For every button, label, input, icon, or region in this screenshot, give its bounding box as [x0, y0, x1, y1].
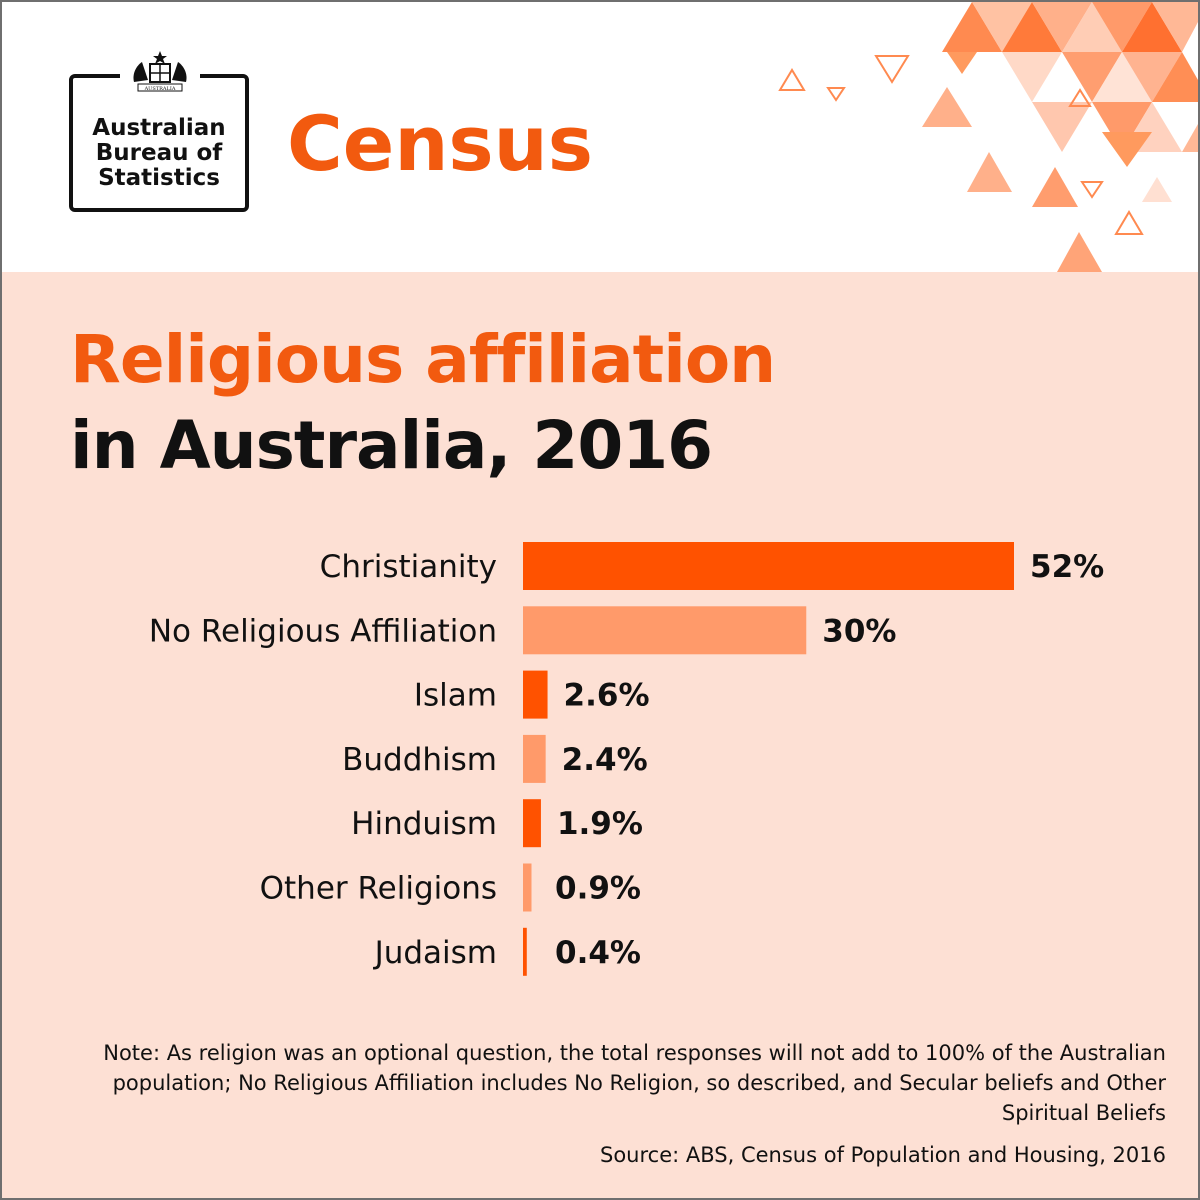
bar-chart: Christianity 52% No Religious Affiliation 3… [149, 542, 1104, 976]
category-label: No Religious Affiliation [149, 613, 497, 649]
category-label: Hinduism [351, 806, 497, 842]
value-label: 0.9% [555, 871, 641, 907]
value-label: 30% [822, 613, 896, 649]
bar [523, 927, 527, 976]
value-label: 0.4% [555, 935, 641, 971]
chart-title-line1: Religious affiliation [70, 321, 776, 398]
header-banner: AUSTRALIA Australian Bureau of Statistic… [2, 2, 1198, 272]
bar [523, 542, 1014, 590]
bar [523, 863, 532, 912]
decorative-triangles [778, 2, 1198, 272]
category-label: Islam [414, 678, 497, 714]
logo-line: Australian [92, 115, 226, 141]
chart-title-line2: in Australia, 2016 [70, 407, 713, 484]
bar [523, 799, 541, 848]
value-label: 1.9% [557, 806, 643, 842]
logo-line: Bureau of [95, 140, 223, 166]
source-credit: Source: ABS, Census of Population and Ho… [600, 1143, 1166, 1167]
category-label: Buddhism [342, 742, 497, 778]
category-label: Other Religions [260, 871, 497, 907]
logo-line: Statistics [98, 165, 220, 191]
triangle-pattern [778, 2, 1198, 272]
census-wordmark: Census [287, 99, 594, 188]
coat-of-arms-icon: AUSTRALIA [120, 48, 200, 94]
bar [523, 670, 548, 719]
value-label: 2.4% [562, 742, 648, 778]
category-label: Judaism [373, 935, 497, 971]
bar [523, 606, 807, 655]
logo-text: Australian Bureau of Statistics [73, 116, 245, 191]
bar [523, 734, 546, 783]
category-label: Christianity [320, 549, 497, 585]
crest-label: AUSTRALIA [144, 86, 176, 92]
footnote: Note: As religion was an optional questi… [103, 1041, 1166, 1125]
value-label: 52% [1030, 549, 1104, 585]
abs-logo: AUSTRALIA Australian Bureau of Statistic… [69, 48, 249, 212]
value-label: 2.6% [564, 678, 650, 714]
